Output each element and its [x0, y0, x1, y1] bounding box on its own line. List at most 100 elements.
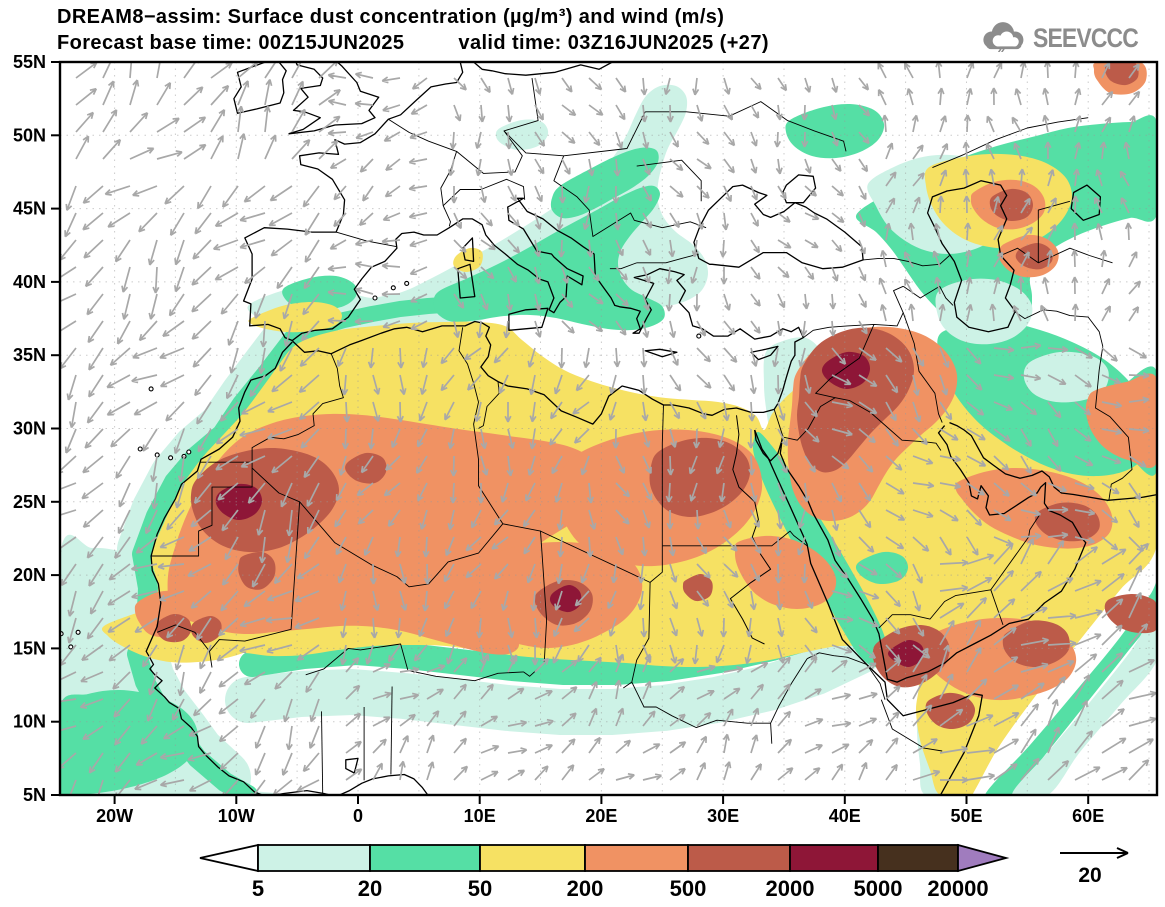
- border-line: [902, 312, 943, 423]
- border-line: [932, 117, 1089, 169]
- border-line: [949, 421, 1157, 501]
- border-line: [1037, 200, 1071, 263]
- border-line: [866, 664, 886, 700]
- dust-region: [855, 551, 909, 585]
- border-line: [754, 429, 983, 795]
- border-line: [478, 381, 500, 429]
- lat-tick-label: 20N: [13, 565, 46, 585]
- dust-region: [1015, 243, 1053, 270]
- dust-region: [248, 302, 342, 333]
- border-line: [902, 285, 954, 306]
- colorbar-label: 50: [468, 876, 492, 901]
- colorbar-label: 20000: [927, 876, 988, 901]
- border-line: [631, 681, 771, 729]
- forecast-base-time: Forecast base time: 00Z15JUN2025: [57, 32, 405, 54]
- border-line: [623, 582, 651, 689]
- dust-region: [1104, 62, 1139, 86]
- border-line: [783, 378, 836, 441]
- colorbar-segment: [584, 844, 689, 872]
- border-line: [609, 262, 637, 270]
- lat-tick-label: 30N: [13, 419, 46, 439]
- colorbar-segment: [789, 844, 879, 872]
- dust-region: [190, 447, 339, 553]
- axis-ticks-and-labels: 55N 50N 45N 40N 35N 30N 25N 20N 15N 10N 5N 20W 10W 0 1…: [13, 52, 1104, 826]
- lon-tick-label: 50E: [950, 806, 982, 826]
- border-line: [729, 415, 772, 645]
- border-line: [829, 324, 875, 380]
- border-line: [442, 178, 526, 207]
- colorbar-legend: 5 20 50 200 500 2000 5000 20000: [199, 843, 1010, 901]
- coastline: [462, 237, 475, 263]
- border-line: [407, 669, 524, 682]
- border-line: [157, 624, 210, 652]
- border-line: [835, 397, 942, 451]
- border-line: [390, 686, 393, 775]
- lat-tick-label: 35N: [13, 345, 46, 365]
- border-line: [803, 285, 904, 338]
- figure-titles: DREAM8−assim: Surface dust concentration…: [57, 6, 769, 55]
- lat-tick-label: 55N: [13, 52, 46, 72]
- island: [137, 446, 143, 452]
- border-line: [503, 78, 646, 157]
- border-line: [473, 62, 613, 76]
- colorbar-label: 500: [670, 876, 707, 901]
- colorbar-segment: [877, 844, 959, 872]
- lat-tick-label: 5N: [23, 785, 46, 805]
- island: [168, 455, 174, 461]
- lat-tick-label: 45N: [13, 199, 46, 219]
- figure-title: DREAM8−assim: Surface dust concentration…: [57, 6, 725, 28]
- lon-tick-label: 60E: [1072, 806, 1104, 826]
- lon-tick-label: 10W: [218, 806, 255, 826]
- coastline: [1070, 184, 1102, 221]
- border-line: [645, 101, 847, 152]
- cloud-logo-icon: »: [983, 22, 1024, 56]
- border-line: [636, 253, 699, 264]
- border-line: [1000, 247, 1113, 264]
- lat-tick-label: 25N: [13, 492, 46, 512]
- figure-subtitle: Forecast base time: 00Z15JUN2025 valid ti…: [57, 32, 769, 55]
- coastlines-and-borders: [60, 62, 1157, 795]
- dust-region: [989, 188, 1033, 222]
- border-line: [880, 699, 943, 752]
- colorbar-label: 5000: [854, 876, 903, 901]
- dust-region: [785, 103, 885, 159]
- lon-tick-label: 20E: [585, 806, 617, 826]
- wind-vector-field: [60, 62, 1157, 795]
- colorbar-label: 200: [567, 876, 604, 901]
- island: [404, 280, 410, 286]
- border-line: [456, 130, 523, 174]
- colorbar-segment: [479, 844, 586, 872]
- colorbar-over-arrow: [957, 843, 1010, 873]
- colorbar-segment: [687, 844, 791, 872]
- coastline: [782, 174, 817, 204]
- border-line: [661, 404, 664, 546]
- dust-region: [433, 185, 665, 331]
- coastline: [750, 345, 779, 361]
- coastline: [926, 180, 1016, 333]
- island: [186, 449, 192, 455]
- coastline: [291, 197, 805, 425]
- island: [372, 295, 378, 301]
- svg-text:»: »: [998, 40, 1006, 56]
- dust-region: [550, 147, 659, 219]
- dust-region: [821, 351, 871, 390]
- dust-region: [60, 689, 199, 795]
- wind-arrows: [60, 62, 1157, 795]
- coastline: [693, 184, 864, 270]
- wind-reference-value: 20: [1078, 864, 1101, 887]
- valid-time: valid time: 03Z16JUN2025 (+27): [458, 32, 769, 54]
- dust-region: [1012, 611, 1157, 795]
- border-line: [1013, 309, 1104, 347]
- lon-tick-label: 20W: [96, 806, 133, 826]
- border-line: [251, 467, 504, 588]
- island: [390, 285, 396, 291]
- wind-reference-arrow-icon: [1060, 847, 1129, 859]
- border-line: [199, 353, 344, 463]
- logo-text: SEEVCCC: [1033, 22, 1139, 53]
- lat-tick-label: 50N: [13, 125, 46, 145]
- dust-region: [1023, 351, 1109, 403]
- coastline: [233, 62, 287, 114]
- border-line: [773, 409, 784, 436]
- border-line: [151, 462, 253, 557]
